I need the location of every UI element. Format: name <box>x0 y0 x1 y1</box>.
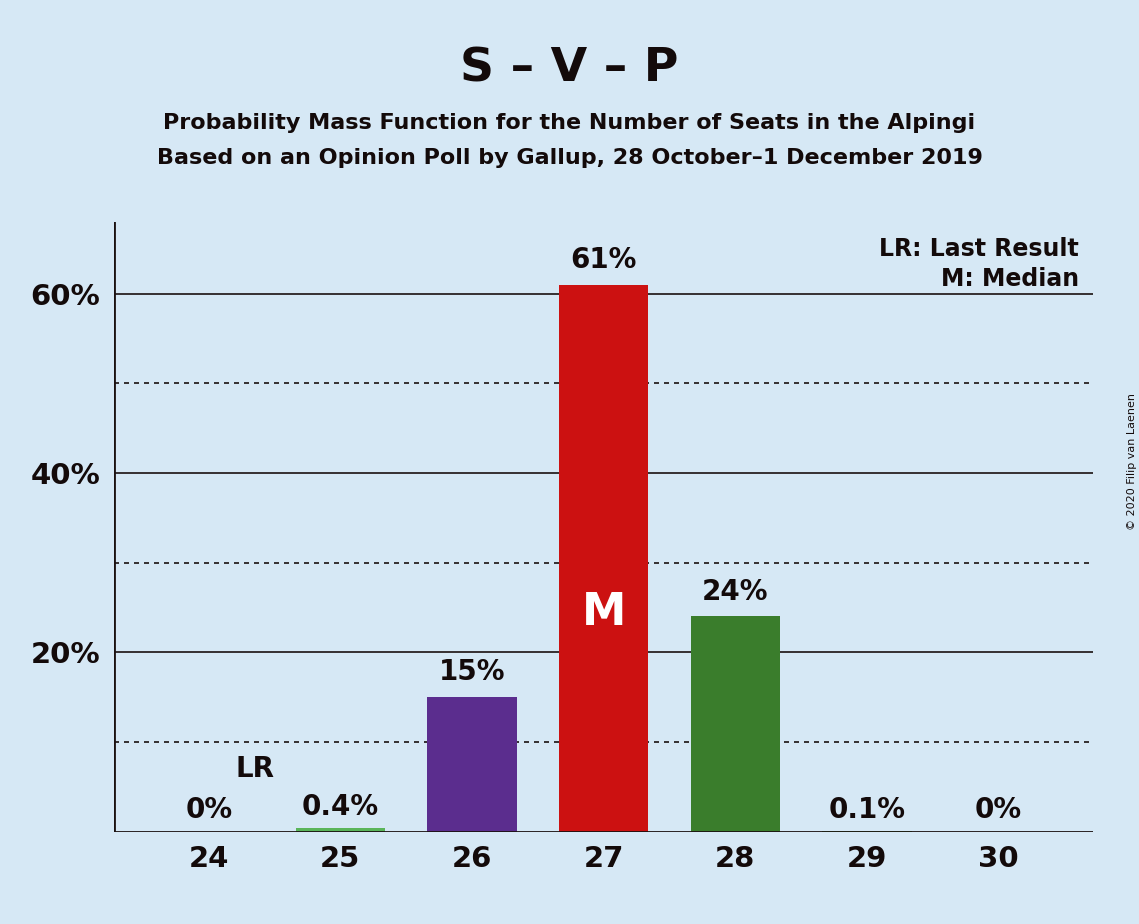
Bar <box>296 828 385 832</box>
Text: 0.4%: 0.4% <box>302 793 379 821</box>
Text: S – V – P: S – V – P <box>460 46 679 91</box>
Text: Probability Mass Function for the Number of Seats in the Alpingi: Probability Mass Function for the Number… <box>163 113 976 133</box>
Text: 0%: 0% <box>975 796 1022 824</box>
Text: LR: Last Result: LR: Last Result <box>879 237 1079 261</box>
Text: Based on an Opinion Poll by Gallup, 28 October–1 December 2019: Based on an Opinion Poll by Gallup, 28 O… <box>156 148 983 168</box>
Bar <box>427 697 517 832</box>
Bar <box>559 285 648 832</box>
Text: 0.1%: 0.1% <box>828 796 906 823</box>
Text: M: Median: M: Median <box>941 268 1079 291</box>
Bar <box>690 616 780 832</box>
Text: M: M <box>582 591 625 634</box>
Text: 15%: 15% <box>439 658 506 687</box>
Text: © 2020 Filip van Laenen: © 2020 Filip van Laenen <box>1126 394 1137 530</box>
Text: LR: LR <box>235 756 274 784</box>
Text: 0%: 0% <box>186 796 232 824</box>
Text: 61%: 61% <box>571 246 637 274</box>
Text: 24%: 24% <box>702 578 769 605</box>
